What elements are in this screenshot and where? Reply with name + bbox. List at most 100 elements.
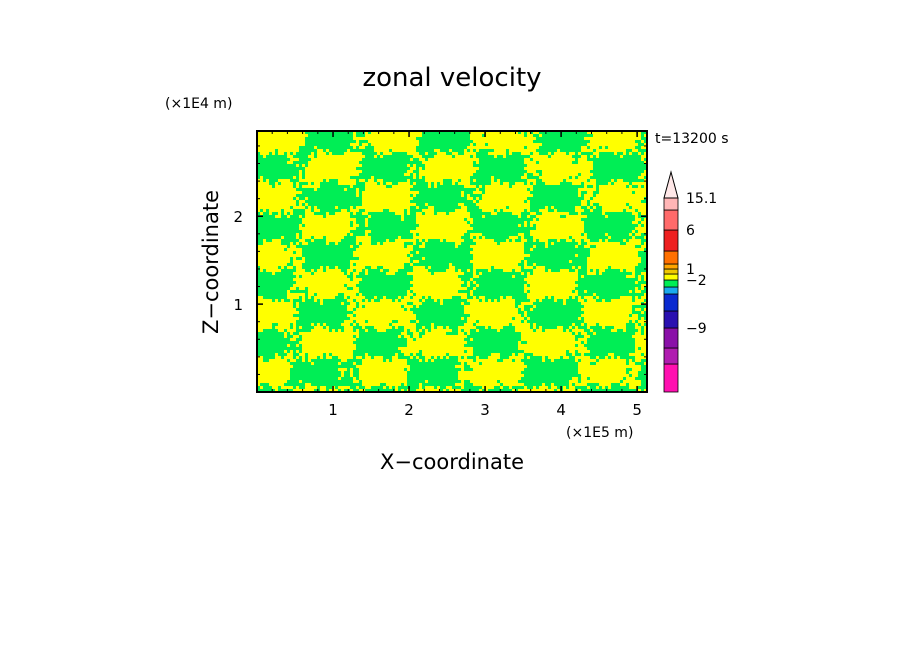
- field-cell: [392, 152, 407, 155]
- field-cell: [476, 296, 479, 299]
- field-cell: [638, 347, 641, 350]
- field-cell: [542, 143, 587, 146]
- field-cell: [509, 239, 512, 242]
- colorbar-extend-arrow: [663, 170, 679, 199]
- field-cell: [290, 323, 293, 326]
- field-cell: [416, 173, 419, 176]
- field-cell: [314, 155, 317, 158]
- field-cell: [440, 389, 443, 392]
- field-cell: [413, 158, 419, 161]
- field-cell: [257, 236, 281, 239]
- field-cell: [578, 254, 590, 257]
- field-cell: [404, 242, 413, 245]
- field-cell: [302, 215, 305, 218]
- field-cell: [461, 356, 464, 359]
- y-axis-ticks: 12: [233, 145, 647, 375]
- field-cell: [362, 299, 365, 302]
- field-cell: [518, 308, 521, 311]
- field-cell: [329, 212, 335, 215]
- field-cell: [356, 344, 407, 347]
- field-cell: [638, 263, 647, 266]
- field-cell: [581, 206, 587, 209]
- field-cell: [413, 197, 467, 200]
- colorbar-tick-label: 1: [686, 262, 695, 278]
- field-cell: [425, 266, 428, 269]
- field-cell: [464, 233, 470, 236]
- field-cell: [263, 359, 269, 362]
- field-cell: [605, 326, 614, 329]
- field-cell: [605, 146, 608, 149]
- field-cell: [350, 386, 356, 389]
- field-cell: [278, 353, 287, 356]
- field-cell: [527, 173, 533, 176]
- field-cell: [587, 200, 590, 203]
- field-cell: [302, 176, 305, 179]
- field-cell: [593, 329, 611, 332]
- field-cell: [305, 356, 308, 359]
- field-cell: [329, 353, 332, 356]
- field-cell: [524, 131, 527, 134]
- field-cell: [257, 161, 287, 164]
- field-cell: [596, 299, 602, 302]
- field-cell: [257, 287, 290, 290]
- field-cell: [332, 152, 344, 155]
- field-cell: [290, 344, 296, 347]
- field-cell: [638, 317, 641, 320]
- field-cell: [551, 152, 554, 155]
- field-cell: [266, 155, 287, 158]
- field-cell: [467, 287, 473, 290]
- field-cell: [284, 152, 287, 155]
- field-cell: [497, 359, 503, 362]
- field-cell: [296, 203, 299, 206]
- field-cell: [629, 182, 632, 185]
- field-cell: [278, 299, 281, 302]
- field-cell: [350, 278, 353, 281]
- field-cell: [515, 305, 518, 308]
- field-cell: [530, 254, 575, 257]
- field-cell: [524, 308, 530, 311]
- field-cell: [533, 140, 590, 143]
- field-cell: [536, 299, 539, 302]
- field-cell: [407, 332, 413, 335]
- field-cell: [398, 326, 404, 329]
- field-cell: [596, 323, 599, 326]
- field-cell: [479, 329, 497, 332]
- field-cell: [290, 152, 293, 155]
- field-cell: [470, 215, 482, 218]
- field-cell: [641, 353, 644, 356]
- field-cell: [476, 287, 524, 290]
- field-cell: [413, 254, 473, 257]
- field-cell: [482, 272, 521, 275]
- field-cell: [329, 242, 335, 245]
- field-cell: [410, 368, 461, 371]
- field-cell: [416, 167, 419, 170]
- field-cell: [539, 173, 542, 176]
- field-cell: [638, 212, 641, 215]
- field-cell: [362, 158, 410, 161]
- field-cell: [443, 302, 461, 305]
- field-cell: [590, 335, 632, 338]
- field-cell: [473, 293, 527, 296]
- field-cell: [311, 296, 314, 299]
- field-cell: [476, 200, 479, 203]
- field-cell: [404, 368, 407, 371]
- field-cell: [410, 188, 476, 191]
- field-cell: [581, 389, 638, 392]
- colorbar-tick-label: −2: [686, 273, 707, 289]
- field-cell: [374, 179, 377, 182]
- field-cell: [257, 338, 290, 341]
- field-cell: [302, 254, 353, 257]
- field-cell: [290, 215, 299, 218]
- field-cell: [299, 344, 302, 347]
- field-cell: [419, 251, 470, 254]
- field-cell: [293, 332, 299, 335]
- field-cell: [353, 356, 356, 359]
- field-cell: [305, 287, 308, 290]
- field-cell: [641, 365, 647, 368]
- field-cell: [572, 155, 581, 158]
- field-cell: [617, 329, 623, 332]
- field-cell: [350, 230, 365, 233]
- field-cell: [581, 239, 584, 242]
- field-cell: [611, 386, 629, 389]
- y-tick-label: 2: [233, 208, 243, 226]
